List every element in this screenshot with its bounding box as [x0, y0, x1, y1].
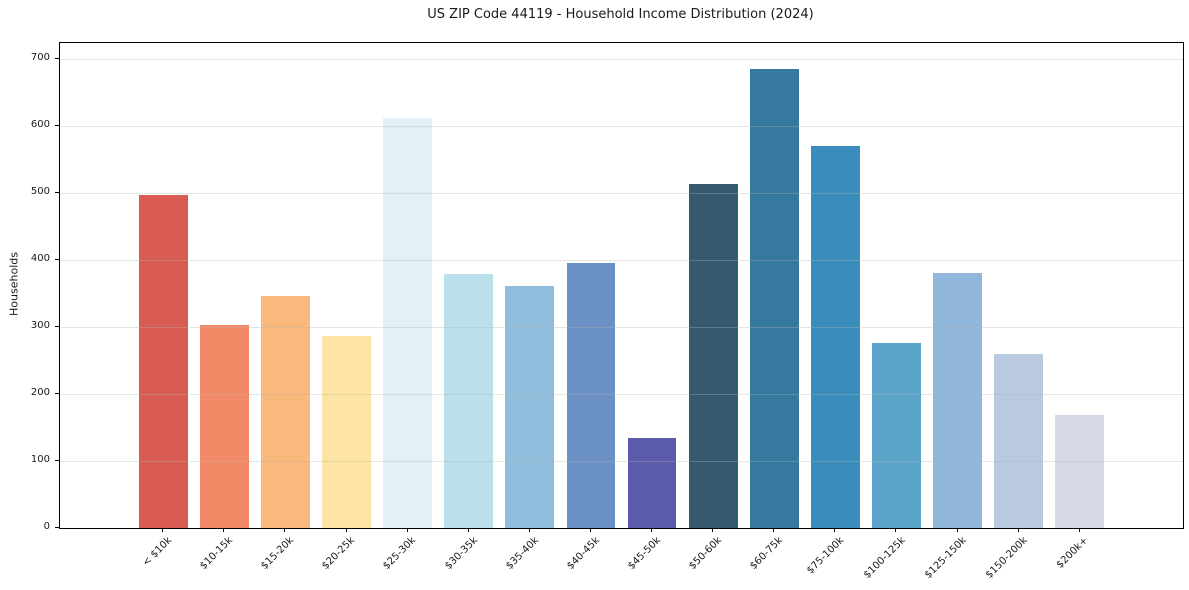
y-tick-label: 200 [30, 387, 50, 399]
y-tick-label: 0 [43, 521, 50, 532]
x-tick-label: $30-35k [442, 535, 480, 572]
y-tick-mark [55, 527, 59, 528]
x-tick-mark [406, 528, 408, 532]
x-tick-mark [651, 528, 653, 532]
x-tick-label: $100-125k [861, 535, 908, 581]
x-tick-mark [284, 528, 286, 532]
y-tick-mark [55, 393, 59, 395]
gridline [60, 193, 1183, 195]
y-tick-label: 300 [30, 320, 50, 332]
bar [138, 195, 188, 528]
x-tick-label: $20-25k [320, 535, 358, 572]
x-tick-mark [712, 528, 714, 532]
gridline [60, 59, 1183, 61]
gridline [60, 126, 1183, 128]
bar [261, 295, 310, 528]
bar [383, 118, 433, 528]
x-tick-label: $125-150k [922, 535, 969, 581]
x-tick-mark [956, 528, 958, 532]
x-tick-mark [1017, 528, 1019, 532]
bar [566, 262, 616, 528]
y-tick-mark [55, 58, 59, 60]
x-tick-label: $150-200k [983, 535, 1030, 581]
bar [994, 353, 1044, 528]
x-tick-label: $50-60k [687, 535, 724, 572]
x-tick-mark [467, 528, 469, 532]
y-tick-mark [55, 460, 59, 461]
bar [444, 274, 494, 528]
x-tick-label: $25-30k [381, 535, 419, 572]
bar [933, 272, 982, 528]
plot-area [59, 42, 1184, 529]
x-tick-label: $75-100k [804, 535, 847, 577]
x-tick-mark [589, 528, 591, 532]
x-tick-label: $40-45k [564, 535, 602, 572]
bar [749, 69, 799, 528]
chart-title: US ZIP Code 44119 - Household Income Dis… [427, 7, 814, 22]
bar [627, 438, 677, 528]
bar [1055, 414, 1105, 528]
x-tick-label: $200k+ [1054, 535, 1091, 571]
x-tick-mark [528, 528, 530, 532]
bar [872, 343, 921, 528]
gridline [60, 461, 1183, 462]
y-tick-label: 700 [30, 52, 50, 64]
x-tick-mark [345, 528, 347, 532]
y-tick-label: 100 [30, 454, 50, 465]
x-tick-label: $45-50k [625, 535, 663, 572]
bar [505, 285, 555, 528]
y-tick-label: 600 [30, 119, 50, 131]
x-tick-label: $15-20k [259, 535, 297, 572]
bar [688, 184, 738, 528]
x-tick-label: $10-15k [198, 535, 236, 572]
x-tick-mark [834, 528, 836, 532]
bar [810, 146, 860, 528]
x-tick-mark [223, 528, 225, 532]
x-tick-mark [162, 528, 164, 532]
y-tick-label: 500 [30, 186, 50, 198]
gridline [60, 394, 1183, 396]
y-tick-mark [55, 192, 59, 194]
y-tick-mark [55, 259, 59, 261]
x-tick-mark [773, 528, 775, 532]
x-tick-label: $35-40k [503, 535, 541, 572]
y-tick-mark [55, 326, 59, 328]
gridline [60, 260, 1183, 262]
x-tick-label: < $10k [140, 535, 175, 569]
y-tick-mark [55, 125, 59, 127]
bar [322, 336, 371, 528]
bar [199, 325, 249, 528]
x-tick-mark [1078, 528, 1080, 532]
gridline [60, 327, 1183, 329]
x-tick-label: $60-75k [748, 535, 786, 572]
y-tick-label: 400 [30, 253, 50, 265]
x-tick-mark [895, 528, 897, 532]
